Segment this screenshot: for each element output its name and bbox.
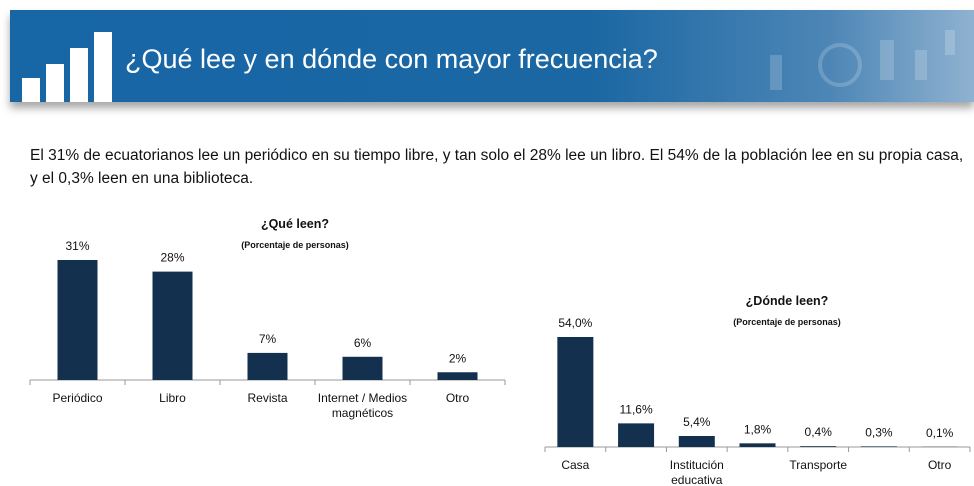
bar: [57, 260, 98, 380]
bar: [618, 423, 655, 447]
value-label: 7%: [259, 332, 277, 346]
value-label: 0,4%: [805, 425, 833, 439]
x-tick-label: Casa: [561, 458, 590, 472]
chart-subtitle: (Porcentaje de personas): [733, 317, 841, 327]
bar: [739, 443, 776, 447]
value-label: 28%: [160, 251, 184, 265]
value-label: 31%: [65, 239, 89, 253]
chart-title: ¿Qué leen?: [261, 217, 329, 231]
value-label: 5,4%: [683, 415, 711, 429]
x-tick-label: Transporte: [789, 458, 847, 472]
chart-subtitle: (Porcentaje de personas): [241, 240, 349, 250]
x-tick-label: Revista: [247, 391, 288, 405]
bar: [678, 436, 715, 447]
bar: [557, 337, 594, 447]
x-tick-label: Libro: [159, 391, 186, 405]
x-tick-label: Otro: [445, 391, 470, 405]
value-label: 2%: [449, 351, 467, 365]
value-label: 54,0%: [558, 316, 592, 330]
header-title: ¿Qué lee y en dónde con mayor frecuencia…: [125, 44, 658, 74]
header-band: ¿Qué lee y en dónde con mayor frecuencia…: [10, 10, 974, 102]
value-label: 0,3%: [865, 425, 893, 439]
bar: [860, 446, 897, 447]
bar: [342, 356, 383, 380]
x-tick-label: Periódico: [52, 391, 103, 405]
chart-title: ¿Dónde leen?: [746, 294, 829, 308]
bar: [247, 352, 288, 380]
value-label: 11,6%: [620, 402, 653, 416]
value-label: 1,8%: [744, 422, 772, 436]
bar: [800, 446, 837, 447]
x-tick-label: Internet / Medios magnéticos: [317, 391, 408, 420]
bar: [437, 372, 478, 380]
bar: [152, 271, 193, 380]
summary-text: El 31% de ecuatorianos lee un periódico …: [30, 147, 964, 187]
value-label: 0,1%: [926, 426, 954, 440]
x-tick-label: Institución educativa: [669, 458, 724, 486]
x-tick-label: Otro: [927, 458, 952, 472]
header-decoration: [22, 30, 955, 102]
value-label: 6%: [354, 336, 372, 350]
